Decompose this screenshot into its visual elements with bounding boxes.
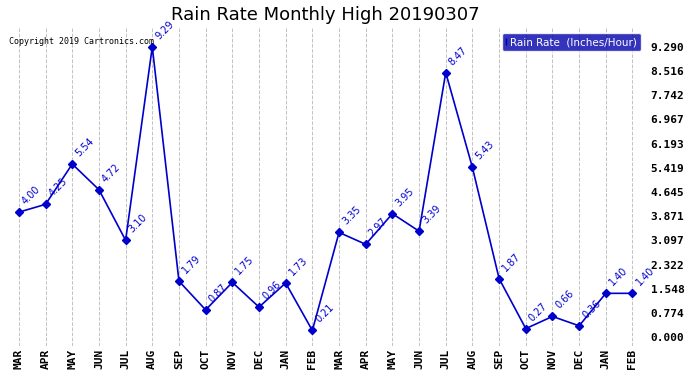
Text: 1.75: 1.75 bbox=[234, 254, 256, 277]
Text: 4.25: 4.25 bbox=[47, 176, 69, 199]
Text: 0.96: 0.96 bbox=[260, 279, 282, 302]
Text: 0.66: 0.66 bbox=[554, 289, 576, 311]
Text: 4.00: 4.00 bbox=[20, 184, 42, 207]
Text: 3.95: 3.95 bbox=[394, 186, 416, 208]
Text: 0.36: 0.36 bbox=[580, 298, 602, 320]
Text: 1.87: 1.87 bbox=[500, 251, 523, 273]
Text: 5.54: 5.54 bbox=[74, 136, 96, 158]
Text: 0.87: 0.87 bbox=[207, 282, 229, 304]
Text: 9.29: 9.29 bbox=[154, 19, 176, 41]
Text: 3.39: 3.39 bbox=[420, 203, 442, 226]
Text: 0.27: 0.27 bbox=[527, 301, 549, 323]
Text: 2.97: 2.97 bbox=[367, 216, 389, 238]
Text: 1.79: 1.79 bbox=[180, 253, 203, 276]
Text: 4.72: 4.72 bbox=[100, 162, 123, 184]
Text: 3.10: 3.10 bbox=[127, 212, 149, 235]
Text: 3.35: 3.35 bbox=[340, 204, 363, 227]
Title: Rain Rate Monthly High 20190307: Rain Rate Monthly High 20190307 bbox=[171, 6, 480, 24]
Text: 1.40: 1.40 bbox=[634, 266, 656, 288]
Text: 1.73: 1.73 bbox=[287, 255, 309, 278]
Text: Copyright 2019 Cartronics.com: Copyright 2019 Cartronics.com bbox=[9, 38, 154, 46]
Text: 8.47: 8.47 bbox=[447, 45, 469, 67]
Text: 0.21: 0.21 bbox=[314, 303, 336, 325]
Text: 5.43: 5.43 bbox=[474, 140, 496, 162]
Legend: Rain Rate  (Inches/Hour): Rain Rate (Inches/Hour) bbox=[502, 33, 640, 51]
Text: 1.40: 1.40 bbox=[607, 266, 629, 288]
